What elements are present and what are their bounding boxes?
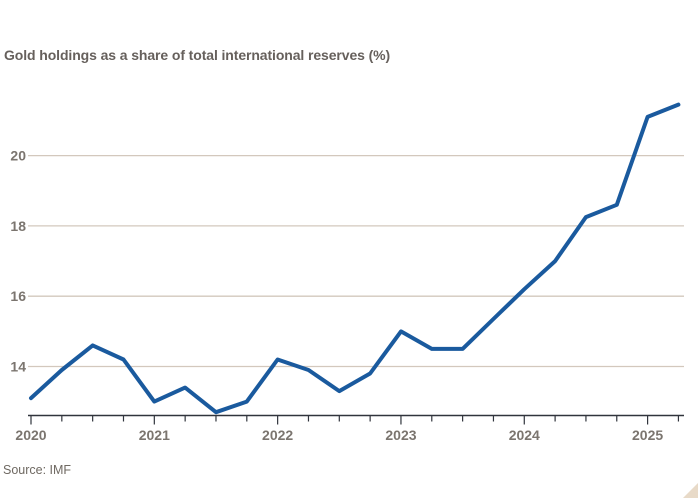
y-tick-label-18: 18 [10,218,26,234]
gridlines [28,154,684,368]
x-tick-label-2024: 2024 [509,427,540,443]
x-tick-label-2023: 2023 [385,427,416,443]
data-line [29,102,681,415]
x-tick-label-2021: 2021 [139,427,170,443]
x-tick-label-2022: 2022 [262,427,293,443]
x-axis [28,414,684,425]
series-line-gold-holdings [29,102,681,415]
source-label: Source: IMF [3,463,72,477]
chart-title: Gold holdings as a share of total intern… [4,47,391,63]
y-tick-label-14: 14 [10,359,26,375]
x-tick-label-2025: 2025 [632,427,663,443]
y-tick-label-20: 20 [10,148,26,164]
expand-icon[interactable] [683,483,698,498]
y-tick-label-16: 16 [10,288,26,304]
x-tick-label-2020: 2020 [15,427,46,443]
